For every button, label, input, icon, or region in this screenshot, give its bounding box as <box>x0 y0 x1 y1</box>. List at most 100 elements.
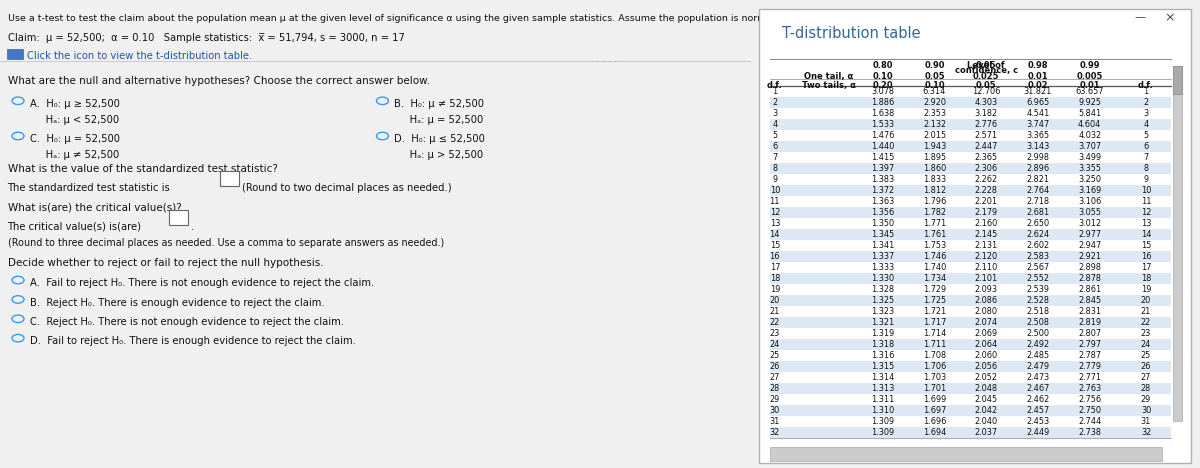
Text: 28: 28 <box>769 384 780 393</box>
Text: 2.998: 2.998 <box>1026 153 1050 162</box>
Text: The critical value(s) is(are): The critical value(s) is(are) <box>7 222 145 232</box>
Text: 2.776: 2.776 <box>974 120 998 129</box>
Text: 2.015: 2.015 <box>923 131 946 140</box>
Text: 2.518: 2.518 <box>1026 307 1050 316</box>
Text: 9: 9 <box>772 175 778 184</box>
Text: 2.093: 2.093 <box>974 285 997 294</box>
Text: 3.169: 3.169 <box>1078 186 1102 195</box>
Text: 1.717: 1.717 <box>923 318 946 327</box>
Text: 2.449: 2.449 <box>1026 428 1050 437</box>
Text: 17: 17 <box>1141 263 1151 272</box>
Text: 19: 19 <box>769 285 780 294</box>
Text: 2.306: 2.306 <box>974 164 998 173</box>
Text: 3: 3 <box>1144 109 1148 118</box>
Text: 32: 32 <box>1141 428 1151 437</box>
Text: 2.763: 2.763 <box>1078 384 1102 393</box>
Text: 0.10: 0.10 <box>872 72 893 81</box>
Text: 2.080: 2.080 <box>974 307 997 316</box>
Text: 7: 7 <box>772 153 778 162</box>
Text: 7: 7 <box>1144 153 1148 162</box>
Text: 2.779: 2.779 <box>1079 362 1102 371</box>
Text: 2.145: 2.145 <box>974 230 998 239</box>
Text: 1.314: 1.314 <box>871 373 894 382</box>
Text: 1.440: 1.440 <box>871 142 894 151</box>
Text: 1.309: 1.309 <box>871 428 894 437</box>
Text: 2.821: 2.821 <box>1026 175 1050 184</box>
Text: 2.462: 2.462 <box>1026 395 1050 404</box>
Text: (Round to three decimal places as needed. Use a comma to separate answers as nee: (Round to three decimal places as needed… <box>7 238 444 248</box>
Text: 2.756: 2.756 <box>1078 395 1102 404</box>
Text: 15: 15 <box>769 241 780 250</box>
Text: What is the value of the standardized test statistic?: What is the value of the standardized te… <box>7 164 277 174</box>
Text: 21: 21 <box>1141 307 1151 316</box>
Text: 3.365: 3.365 <box>1026 131 1050 140</box>
Text: 1.699: 1.699 <box>923 395 946 404</box>
Text: 2.056: 2.056 <box>974 362 998 371</box>
Text: 2: 2 <box>1144 98 1148 107</box>
Text: 2.500: 2.500 <box>1026 329 1050 338</box>
Text: 3: 3 <box>772 109 778 118</box>
Text: 2.738: 2.738 <box>1079 428 1102 437</box>
Text: 13: 13 <box>769 219 780 228</box>
Text: 1.350: 1.350 <box>871 219 894 228</box>
Text: 3.499: 3.499 <box>1078 153 1102 162</box>
Text: 1.345: 1.345 <box>871 230 894 239</box>
Text: 30: 30 <box>1141 406 1151 415</box>
Text: 6.314: 6.314 <box>923 87 946 96</box>
Text: 0.025: 0.025 <box>973 72 1000 81</box>
Text: 16: 16 <box>769 252 780 261</box>
Text: 3.055: 3.055 <box>1079 208 1102 217</box>
Text: 1.333: 1.333 <box>871 263 894 272</box>
Text: 2.120: 2.120 <box>974 252 998 261</box>
Text: 2.453: 2.453 <box>1026 417 1050 426</box>
Text: 2.819: 2.819 <box>1078 318 1102 327</box>
Text: A.  H₀: μ ≥ 52,500: A. H₀: μ ≥ 52,500 <box>30 99 120 109</box>
Text: 26: 26 <box>769 362 780 371</box>
Text: 0.05: 0.05 <box>924 72 944 81</box>
Text: 0.95: 0.95 <box>976 61 996 70</box>
Text: 2.040: 2.040 <box>974 417 998 426</box>
Text: 12: 12 <box>769 208 780 217</box>
Text: 1: 1 <box>1144 87 1148 96</box>
Text: 2.750: 2.750 <box>1079 406 1102 415</box>
FancyBboxPatch shape <box>770 405 1171 416</box>
Text: 4.032: 4.032 <box>1078 131 1102 140</box>
Text: .: . <box>191 222 193 232</box>
FancyBboxPatch shape <box>770 97 1171 108</box>
Text: ×: × <box>1164 12 1175 25</box>
Text: 0.005: 0.005 <box>1076 72 1103 81</box>
Text: 2.086: 2.086 <box>974 296 998 305</box>
Text: 4: 4 <box>772 120 778 129</box>
Text: 1: 1 <box>772 87 778 96</box>
Text: C.  H₀: μ = 52,500: C. H₀: μ = 52,500 <box>30 134 120 144</box>
Text: 2.567: 2.567 <box>1026 263 1050 272</box>
Text: Claim:  μ = 52,500;  α = 0.10   Sample statistics:  x̅ = 51,794, s = 3000, n = 1: Claim: μ = 52,500; α = 0.10 Sample stati… <box>7 33 404 43</box>
Text: 2.878: 2.878 <box>1079 274 1102 283</box>
FancyBboxPatch shape <box>770 447 1162 461</box>
Text: 2.457: 2.457 <box>1026 406 1050 415</box>
Text: 2.365: 2.365 <box>974 153 998 162</box>
FancyBboxPatch shape <box>770 119 1171 130</box>
Text: 1.638: 1.638 <box>871 109 894 118</box>
Text: d.f.: d.f. <box>767 81 782 90</box>
Text: 2.807: 2.807 <box>1079 329 1102 338</box>
Text: 1.356: 1.356 <box>871 208 894 217</box>
Text: 0.02: 0.02 <box>1027 81 1049 90</box>
Text: 2.492: 2.492 <box>1026 340 1050 349</box>
Text: 2.797: 2.797 <box>1079 340 1102 349</box>
Text: 1.895: 1.895 <box>923 153 946 162</box>
Text: 2.132: 2.132 <box>923 120 946 129</box>
Text: 1.397: 1.397 <box>871 164 894 173</box>
Text: 5.841: 5.841 <box>1078 109 1102 118</box>
Text: 30: 30 <box>769 406 780 415</box>
Text: 0.01: 0.01 <box>1080 81 1100 90</box>
Text: 9.925: 9.925 <box>1079 98 1102 107</box>
Text: 2.571: 2.571 <box>974 131 998 140</box>
Text: D.  Fail to reject H₀. There is enough evidence to reject the claim.: D. Fail to reject H₀. There is enough ev… <box>30 336 356 346</box>
Text: 10: 10 <box>1141 186 1151 195</box>
Text: 1.328: 1.328 <box>871 285 894 294</box>
Text: 1.476: 1.476 <box>871 131 894 140</box>
Text: 25: 25 <box>1141 351 1151 360</box>
Text: 2.831: 2.831 <box>1078 307 1102 316</box>
Text: 10: 10 <box>769 186 780 195</box>
